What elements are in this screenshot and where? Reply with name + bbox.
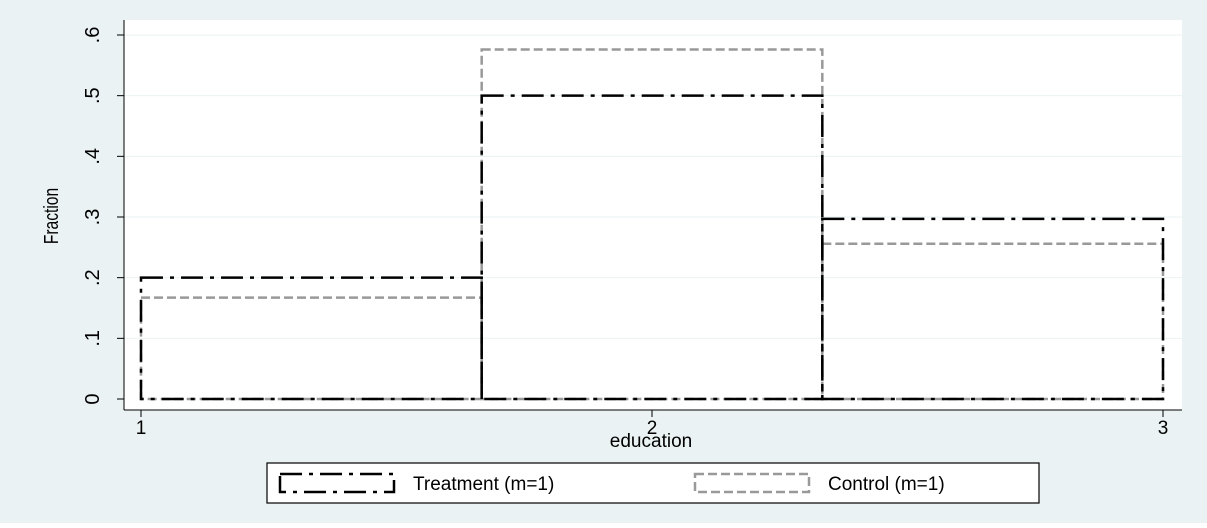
y-tick-label: .5 xyxy=(82,87,104,104)
legend-key-control xyxy=(693,472,811,494)
legend-label-control: Control (m=1) xyxy=(828,474,945,495)
x-axis-ticks: 1 2 3 xyxy=(136,410,1169,439)
y-tick-label: .1 xyxy=(82,330,104,347)
x-tick-label: 1 xyxy=(136,418,147,439)
legend-box xyxy=(266,462,1040,504)
legend-label-treatment: Treatment (m=1) xyxy=(413,474,554,495)
y-tick-label: .6 xyxy=(82,27,104,44)
legend-key-treatment xyxy=(278,472,396,494)
x-tick-label: 2 xyxy=(647,418,658,439)
x-axis-label: education xyxy=(610,431,692,452)
bars xyxy=(139,48,1165,401)
x-tick-label: 3 xyxy=(1158,418,1169,439)
legend: Treatment (m=1) Control (m=1) xyxy=(266,462,1040,504)
y-axis-ticks: 0 .1 .2 .3 .4 .5 .6 xyxy=(82,27,124,405)
plot-region xyxy=(124,20,1182,410)
y-tick-label: .2 xyxy=(82,269,104,286)
y-tick-label: .4 xyxy=(82,148,104,165)
grid-lines xyxy=(124,34,1182,339)
y-tick-label: .3 xyxy=(82,209,104,226)
treatment-bar xyxy=(821,217,1165,401)
y-tick-label: 0 xyxy=(82,393,104,404)
y-axis-label: Fraction xyxy=(40,188,62,244)
